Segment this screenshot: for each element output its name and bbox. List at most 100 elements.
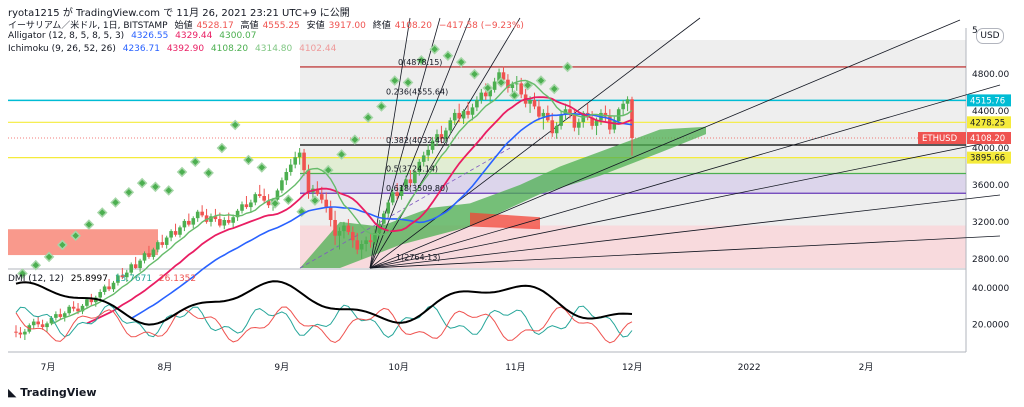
candle-body [630,99,634,139]
candle [351,226,355,248]
candle-body [377,223,382,233]
candle-body [297,152,302,158]
tv-icon: ◣ [8,386,21,399]
candle-body [138,260,142,268]
candle-body [337,231,342,236]
candle-body [457,112,461,119]
candle-body [54,314,58,318]
lagging-marker [203,167,214,179]
candle-body [315,188,320,195]
candle [448,117,453,135]
alligator-legend[interactable]: Alligator (12, 8, 5, 8, 5, 3) 4326.55 43… [8,31,260,41]
candle [439,125,444,144]
candle-body [621,103,625,110]
tradingview-logo[interactable]: ◣ TradingView [8,386,97,399]
candle-body [404,179,408,187]
candle [359,240,364,259]
candle [625,96,630,112]
candle [156,240,160,253]
candlesticks[interactable] [14,43,634,340]
cloud-green [300,126,706,269]
alligator-jaw: 4326.55 [131,31,169,41]
lagging-marker [43,251,55,263]
candle-body [328,207,333,220]
candle [142,251,147,264]
candle-body [324,199,329,208]
alligator-teeth: 4329.44 [175,31,213,41]
candle [257,184,262,198]
dmi-minus: 26.1352 [158,274,197,284]
candle [98,289,103,301]
candle [173,223,178,237]
candle [85,297,89,308]
candle-body [240,204,244,211]
candle [364,236,368,252]
lagging-marker [30,259,42,271]
ichimoku-cloud [300,126,706,269]
candle-body [169,231,173,238]
candle-body [590,117,594,126]
candle [18,327,23,339]
candle [408,170,413,187]
time-axis[interactable]: 7月 8月 9月 10月 11月 12月 2022 2月 [41,362,874,373]
candle-body [506,79,510,88]
candle-body [439,134,444,139]
lagging-marker [190,156,201,168]
candle-body [395,192,399,196]
candle-body [448,120,453,131]
candle [40,319,45,330]
fib-label: 0(4878.15) [398,58,442,67]
candle-body [23,331,27,335]
change-value: −417.58 (−9.23%) [438,21,524,31]
lagging-marker [256,162,268,173]
dmi-plus-line [15,304,633,338]
alligator-lips-line [51,79,633,325]
price-tick-label: 4800.00 [972,70,1009,80]
dmi-legend[interactable]: DMI (12, 12) 25.8997 13.7671 26.1352 [8,274,200,284]
candle-body [386,202,391,214]
adx-line [15,280,633,326]
price-tick-label: 4000.00 [972,144,1009,154]
candle-body [80,305,85,312]
candle-body [430,140,435,150]
candle [23,328,27,340]
candle-body [355,240,360,250]
candle [413,170,417,185]
dmi-minus-line [15,306,633,344]
candle-body [85,299,89,306]
candle-body [421,155,426,162]
candle-body [568,109,572,115]
candle-body [351,232,355,241]
lagging-marker [96,207,108,218]
lagging-marker [283,194,294,205]
price-tick-label: 2800.00 [972,255,1009,265]
currency-button[interactable]: USD [976,28,1004,44]
ichimoku-legend[interactable]: Ichimoku (9, 26, 52, 26) 4236.71 4392.90… [8,44,340,54]
candle-body [151,249,156,257]
alligator-teeth-line [86,96,633,325]
candle [14,325,18,338]
time-tick-label: 10月 [388,362,408,373]
candle-body [475,100,479,108]
candle-body [49,317,54,324]
fib-label: 0.618(3509.80) [386,184,448,193]
candle [621,100,625,115]
candle [514,76,519,91]
price-tick-label: 3600.00 [972,181,1009,191]
symbol-legend[interactable]: イーサリアム／米ドル, 1日, BITSTAMP 始値 4528.17 高値 455… [8,18,528,31]
fan-line-4 [369,17,701,269]
price-tag-text: 3895.66 [970,154,1005,164]
candle [568,100,572,119]
candle-body [62,313,67,317]
price-tag-bg [967,94,1011,107]
lagging-marker [389,75,401,86]
symbol-tag-text: ETHUSD [922,134,958,144]
candle [395,183,399,200]
price-tag-bg [967,132,1011,145]
price-axis[interactable]: 5 2800.00 3200.00 3600.00 4000.00 4400.00 4800… [972,26,1009,265]
candle-body [209,216,213,222]
time-tick-label: 2022 [738,363,761,373]
candle-body [603,112,608,117]
time-tick-label: 8月 [157,362,172,373]
